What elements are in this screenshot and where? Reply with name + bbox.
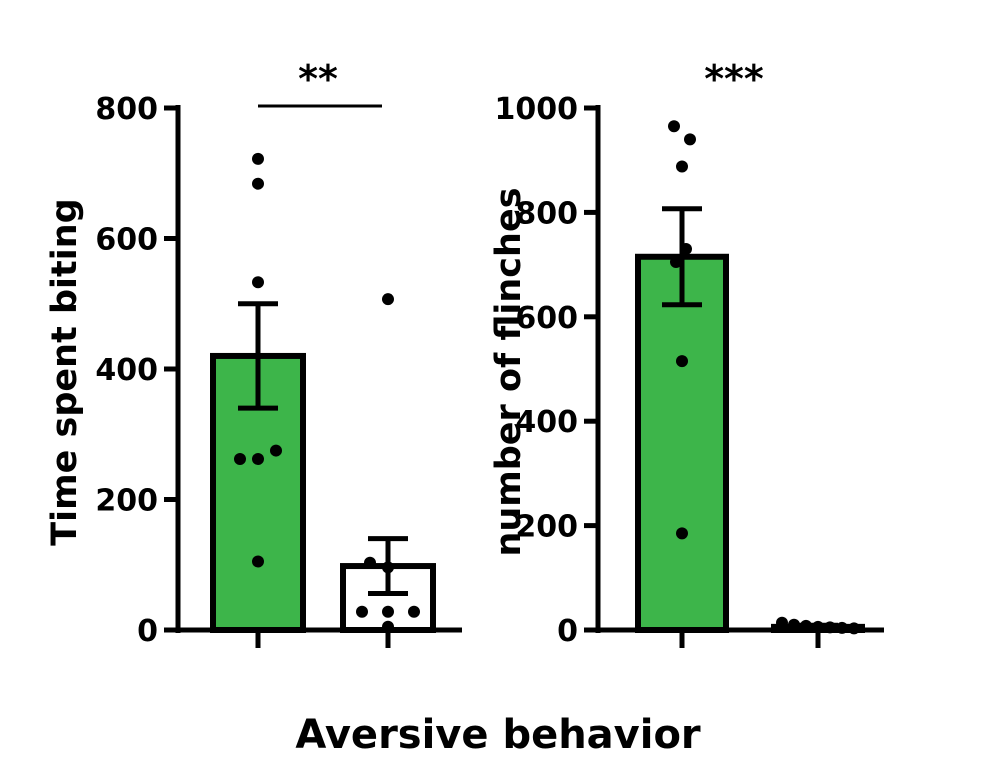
y-tick-label: 600 bbox=[95, 223, 158, 258]
y-tick-label: 0 bbox=[557, 614, 578, 649]
data-point bbox=[234, 453, 246, 466]
y-axis-title: Time spent biting bbox=[45, 198, 85, 545]
y-tick-label: 400 bbox=[515, 405, 578, 440]
data-point bbox=[670, 255, 682, 268]
data-point bbox=[270, 444, 282, 457]
y-tick-label: 200 bbox=[515, 510, 578, 545]
data-point bbox=[252, 453, 264, 466]
y-tick-label: 200 bbox=[95, 484, 158, 519]
data-point bbox=[668, 120, 680, 133]
data-point bbox=[252, 177, 264, 190]
data-point bbox=[684, 133, 696, 146]
data-point bbox=[676, 355, 688, 368]
y-tick-label: 0 bbox=[137, 614, 158, 649]
x-axis-title: Aversive behavior bbox=[295, 712, 701, 758]
y-tick-label: 400 bbox=[95, 353, 158, 388]
data-point bbox=[382, 561, 394, 574]
significance-label: ** bbox=[298, 57, 338, 101]
data-point bbox=[252, 276, 264, 289]
data-point bbox=[382, 605, 394, 618]
y-tick-label: 1000 bbox=[495, 92, 579, 127]
data-point bbox=[252, 555, 264, 568]
data-point bbox=[676, 160, 688, 173]
data-point bbox=[382, 293, 394, 306]
bar bbox=[635, 253, 729, 633]
significance-label: *** bbox=[704, 57, 764, 101]
data-point bbox=[364, 556, 376, 569]
data-point bbox=[776, 616, 788, 629]
data-point bbox=[408, 605, 420, 618]
data-point bbox=[680, 242, 692, 255]
y-tick-label: 600 bbox=[515, 301, 578, 336]
data-point bbox=[252, 152, 264, 165]
y-tick-label: 800 bbox=[515, 196, 578, 231]
data-point bbox=[676, 527, 688, 540]
y-tick-label: 800 bbox=[95, 92, 158, 127]
data-point bbox=[356, 605, 368, 618]
y-axis-title: number of flinches bbox=[489, 187, 529, 556]
